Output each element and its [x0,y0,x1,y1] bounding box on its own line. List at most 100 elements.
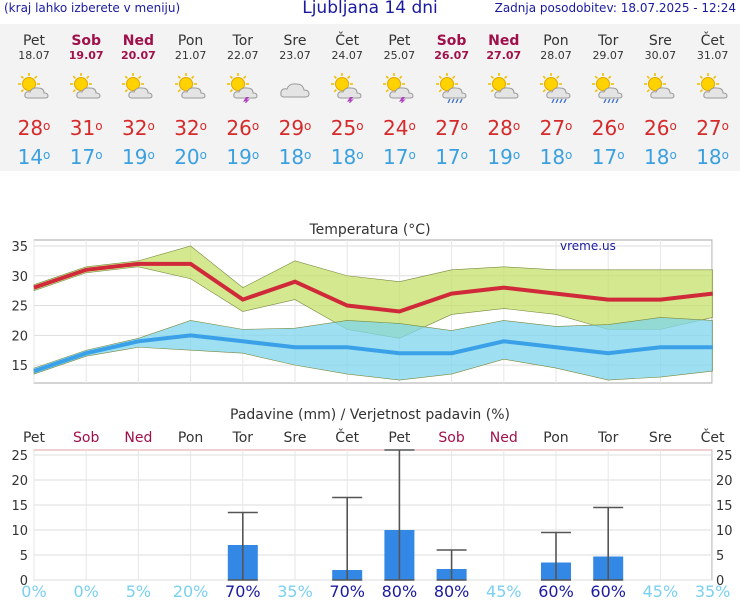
temp-max: 31o [69,116,103,140]
day-date: 27.07 [486,49,522,62]
temp-min: 20o [174,145,207,169]
precip-y-tick-left: 15 [11,499,28,514]
day-column: Ned 20.07 32o 19o [112,24,164,170]
temp-min: 18o [539,145,573,169]
day-name: Pon [543,33,569,49]
precip-probability: 0% [21,582,46,600]
sun-cloud-icon [644,73,675,99]
temp-max: 27o [539,116,573,140]
temp-max: 26o [591,116,625,140]
day-column: Sob 19.07 31o 17o [60,24,112,170]
temp-min: 19o [487,145,521,169]
day-column: Sob 26.07 27o 17o [426,24,478,170]
location-hint: (kraj lahko izberete v meniju) [4,1,181,15]
precip-day-label: Sob [73,430,99,446]
precip-probability: 45% [643,582,679,600]
precip-y-tick-left: 0 [20,574,28,589]
sun-cloud-storm-icon [331,73,362,103]
day-name: Sre [648,33,672,49]
day-name: Sob [436,33,467,49]
precip-error-bar [541,531,571,581]
temp-y-tick: 15 [11,359,28,374]
precip-probability: 60% [590,582,626,600]
day-name: Tor [597,33,619,49]
sun-cloud-icon [18,73,49,99]
temp-y-tick: 35 [11,240,28,255]
day-column: Ned 27.07 28o 19o [478,24,530,170]
temp-min: 14o [17,145,51,169]
sun-cloud-icon [487,73,519,99]
temp-min: 18o [696,145,729,169]
temp-max: 28o [487,116,521,140]
day-column: Pon 28.07 27o 18o [530,24,582,170]
temp-max: 26o [643,116,677,140]
day-name: Sre [283,33,307,49]
temp-band-max [33,245,713,339]
precip-probability: 80% [434,582,470,600]
day-column: Sre 30.07 26o 18o [634,24,686,170]
day-column: Čet 31.07 27o 18o [687,24,739,170]
precip-error-bar [384,449,415,581]
precip-y-tick-left: 10 [11,524,28,539]
sun-cloud-storm-icon [383,73,414,103]
precip-probability: 0% [74,582,99,600]
temp-min: 18o [278,145,312,169]
precip-day-label: Sob [438,430,464,446]
precip-day-label: Pet [23,430,46,446]
temp-min: 18o [643,145,677,169]
temp-max: 32o [174,116,207,140]
precip-day-label: Pet [388,430,411,446]
day-date: 25.07 [383,49,416,62]
precip-y-tick-right: 15 [716,499,733,514]
day-date: 18.07 [18,49,50,62]
temp-min: 17o [435,145,468,169]
temp-min: 17o [69,145,103,169]
watermark: vreme.us [560,239,616,253]
precip-error-bar [436,549,467,581]
precip-y-tick-right: 0 [716,574,724,589]
precip-day-label: Pon [178,430,203,446]
temp-max: 25o [330,116,364,140]
precip-y-tick-left: 25 [11,449,28,464]
day-column: Pon 21.07 32o 20o [165,24,217,170]
sun-cloud-storm-icon [226,73,258,103]
temp-min: 17o [382,145,416,169]
precip-day-label: Sre [284,430,307,446]
precip-y-tick-right: 5 [716,549,724,564]
day-date: 20.07 [120,49,156,62]
temp-max: 26o [226,116,260,140]
temp-min: 17o [591,145,625,169]
precip-y-tick-right: 25 [716,449,733,464]
day-column: Tor 29.07 26o 17o [582,24,634,170]
precip-probability: 20% [173,582,209,600]
precip-y-tick-left: 5 [20,549,28,564]
day-date: 30.07 [644,49,677,62]
temp-max: 27o [696,116,729,140]
day-name: Pet [388,33,411,49]
day-column: Tor 22.07 26o 19o [217,24,269,170]
day-name: Ned [122,33,154,49]
sun-cloud-icon [122,73,153,99]
precip-day-label: Čet [701,428,725,446]
sun-cloud-rain-icon [540,73,571,103]
precip-day-label: Tor [232,430,254,446]
day-name: Pet [22,33,46,49]
temp-max: 24o [382,116,416,140]
cloudy-icon [280,83,310,98]
precip-y-tick-right: 10 [716,524,733,539]
precip-probability: 35% [277,582,313,600]
precip-probability: 45% [486,582,522,600]
precip-probability: 80% [382,582,418,600]
day-name: Ned [488,33,520,49]
precip-probability: 70% [329,582,365,600]
precip-error-bar [332,496,363,581]
precip-day-label: Tor [597,430,619,446]
temp-chart-title: Temperatura (°C) [308,222,430,238]
temp-line-min [33,333,713,373]
day-date: 26.07 [434,49,469,62]
temp-max: 32o [121,116,155,140]
sun-cloud-rain-icon [592,73,623,103]
precip-y-tick-right: 20 [716,474,733,489]
temp-min: 18o [330,145,364,169]
temp-max: 29o [278,116,312,140]
